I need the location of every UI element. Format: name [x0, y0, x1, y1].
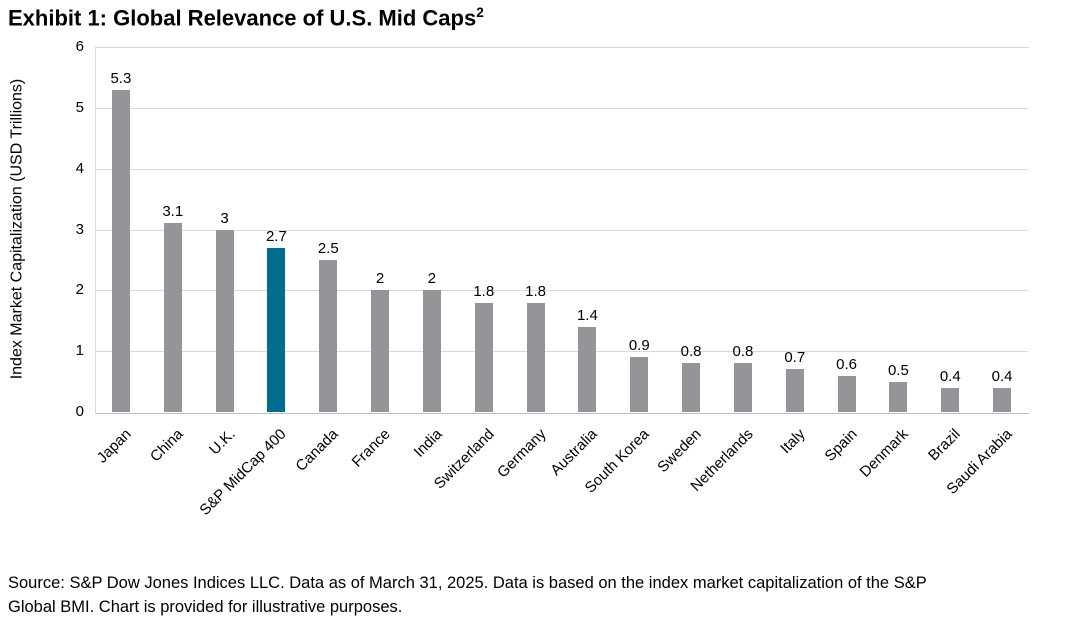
gridline	[95, 290, 1028, 292]
bar-value-label-u-k: 3	[220, 209, 229, 227]
gridline	[95, 229, 1028, 231]
bar-brazil	[941, 387, 960, 412]
y-axis-tick-label: 3	[75, 220, 84, 238]
chart-title-footnote-marker: 2	[476, 5, 484, 20]
y-axis-tick-label: 5	[75, 98, 84, 116]
gridline	[95, 107, 1028, 109]
bar-value-label-spain: 0.6	[836, 355, 857, 373]
bar-value-label-s-p-midcap-400: 2.7	[265, 227, 287, 245]
bar-india	[422, 290, 441, 412]
bar-value-label-france: 2	[375, 270, 385, 288]
bar-value-label-brazil: 0.4	[939, 367, 961, 385]
y-axis-tick-label: 2	[75, 281, 84, 299]
bar-value-label-switzerland: 1.8	[473, 282, 495, 300]
plot-area	[95, 47, 1029, 414]
source-note-line-1: Source: S&P Dow Jones Indices LLC. Data …	[8, 574, 927, 592]
bar-value-label-netherlands: 0.8	[732, 343, 754, 361]
bar-denmark	[889, 381, 908, 412]
bar-u-k	[215, 229, 234, 412]
bar-saudi-arabia	[993, 387, 1012, 412]
bar-japan	[111, 89, 130, 412]
y-axis-tick-label: 6	[75, 38, 84, 55]
bar-france	[371, 290, 390, 412]
bar-value-label-india: 2	[427, 270, 437, 288]
bar-italy	[785, 369, 804, 412]
bar-germany	[526, 302, 545, 412]
bar-value-label-saudi-arabia: 0.4	[991, 367, 1013, 385]
bar-value-label-canada: 2.5	[317, 239, 339, 257]
y-axis-tick-label: 4	[75, 159, 84, 177]
bar-value-label-china: 3.1	[162, 203, 184, 221]
bar-south-korea	[630, 357, 649, 412]
source-note-line-2: Global BMI. Chart is provided for illust…	[8, 597, 403, 616]
bar-spain	[837, 375, 856, 412]
bar-value-label-sweden: 0.8	[680, 343, 702, 361]
bar-value-label-germany: 1.8	[525, 282, 546, 300]
bar-value-label-south-korea: 0.9	[628, 337, 650, 355]
bar-value-label-italy: 0.7	[784, 349, 806, 367]
bar-s-p-midcap-400	[267, 247, 286, 412]
y-axis-tick-label: 1	[75, 342, 84, 360]
bar-netherlands	[733, 363, 752, 412]
bar-australia	[578, 326, 597, 412]
y-axis-tick-label: 0	[75, 403, 84, 420]
gridline	[95, 351, 1028, 353]
source-note: Source: S&P Dow Jones Indices LLC. Data …	[8, 572, 1088, 619]
bar-switzerland	[474, 302, 493, 412]
bar-value-label-australia: 1.4	[576, 306, 598, 324]
bar-canada	[319, 259, 338, 412]
chart-title-text: Exhibit 1: Global Relevance of U.S. Mid …	[8, 5, 477, 31]
gridline	[95, 168, 1028, 170]
bar-sweden	[682, 363, 701, 412]
y-axis-title: Index Market Capitalization (USD Trillio…	[8, 78, 26, 380]
bar-value-label-denmark: 0.5	[887, 361, 909, 379]
bar-china	[163, 223, 182, 412]
bar-value-label-japan: 5.3	[110, 69, 132, 87]
chart-title: Exhibit 1: Global Relevance of U.S. Mid …	[8, 5, 484, 31]
